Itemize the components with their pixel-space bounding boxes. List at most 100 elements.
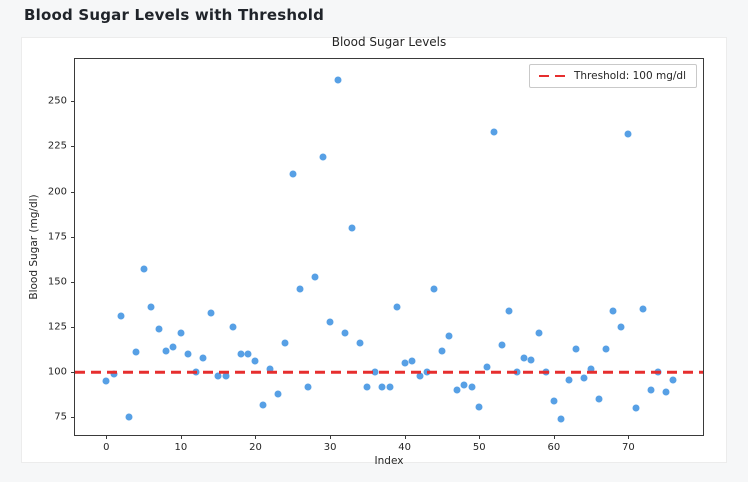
x-tick-label: 0: [103, 442, 110, 453]
data-point: [334, 76, 342, 84]
data-point: [550, 397, 558, 405]
x-tick-label: 10: [174, 442, 188, 453]
x-tick-label: 50: [472, 442, 486, 453]
data-point: [647, 386, 655, 394]
x-tick-mark: [479, 435, 481, 439]
data-point: [237, 350, 245, 358]
y-tick-mark: [71, 236, 75, 238]
y-tick-label: 150: [47, 276, 67, 288]
data-point: [341, 329, 349, 337]
data-point: [356, 339, 364, 347]
data-point: [244, 350, 252, 358]
data-point: [527, 356, 535, 364]
data-point: [311, 273, 319, 281]
data-point: [520, 354, 528, 362]
data-point: [259, 401, 267, 409]
y-tick-mark: [71, 417, 75, 419]
data-point: [169, 343, 177, 351]
x-tick-label: 70: [622, 442, 635, 453]
data-point: [184, 350, 192, 358]
data-point: [386, 383, 394, 391]
data-point: [102, 377, 110, 385]
threshold-dash-icon: [538, 74, 566, 78]
plot-area: Blood Sugar Levels Index Blood Sugar (mg…: [28, 35, 704, 467]
x-tick-mark: [628, 435, 630, 439]
y-tick-mark: [71, 281, 75, 283]
data-point: [498, 341, 506, 349]
data-point: [445, 332, 453, 340]
data-point: [319, 153, 327, 161]
data-point: [132, 348, 140, 356]
x-tick-label: 30: [323, 442, 337, 453]
data-point: [266, 365, 274, 373]
plot-title: Blood Sugar Levels: [331, 35, 447, 49]
x-tick-mark: [255, 435, 257, 439]
data-point: [281, 339, 289, 347]
data-point: [669, 376, 677, 384]
data-point: [229, 323, 237, 331]
data-point: [125, 413, 133, 421]
data-point: [468, 383, 476, 391]
data-point: [609, 307, 617, 315]
data-point: [147, 303, 155, 311]
y-tick-label: 250: [47, 95, 67, 107]
data-point: [214, 372, 222, 380]
data-point: [348, 224, 356, 232]
data-point: [177, 329, 185, 337]
y-tick-mark: [71, 146, 75, 148]
data-point: [460, 381, 468, 389]
data-point: [140, 265, 148, 273]
data-point: [296, 285, 304, 293]
data-point: [483, 363, 491, 371]
x-tick-label: 60: [547, 442, 561, 453]
y-tick-label: 225: [47, 140, 67, 152]
legend-label: Threshold: 100 mg/dl: [573, 70, 686, 82]
data-point: [430, 285, 438, 293]
data-point: [393, 303, 401, 311]
y-tick-mark: [71, 372, 75, 374]
data-point: [438, 347, 446, 355]
threshold-line: [75, 371, 703, 374]
data-point: [199, 354, 207, 362]
data-point: [557, 415, 565, 423]
x-tick-mark: [330, 435, 332, 439]
x-tick-mark: [404, 435, 406, 439]
data-point: [595, 395, 603, 403]
y-tick-label: 175: [47, 231, 67, 243]
data-point: [117, 312, 125, 320]
y-tick-label: 125: [47, 321, 67, 333]
data-point: [505, 307, 513, 315]
x-axis-label: Index: [374, 455, 404, 467]
data-point: [162, 347, 170, 355]
y-tick-label: 200: [47, 186, 67, 198]
data-point: [453, 386, 461, 394]
y-tick-label: 75: [54, 411, 67, 423]
chart-card: Blood Sugar Levels Index Blood Sugar (mg…: [21, 35, 727, 467]
data-point: [416, 372, 424, 380]
x-tick-label: 40: [398, 442, 412, 453]
data-point: [572, 345, 580, 353]
data-point: [274, 390, 282, 398]
x-tick-mark: [106, 435, 108, 439]
x-tick-label: 20: [249, 442, 262, 453]
data-point: [363, 383, 371, 391]
data-point: [475, 403, 483, 411]
x-tick-mark: [553, 435, 555, 439]
data-point: [602, 345, 610, 353]
data-point: [155, 325, 163, 333]
y-tick-mark: [71, 191, 75, 193]
data-point: [624, 130, 632, 138]
data-point: [304, 383, 312, 391]
data-point: [401, 359, 409, 367]
data-point: [535, 329, 543, 337]
data-point: [289, 170, 297, 178]
data-point: [617, 323, 625, 331]
x-tick-mark: [180, 435, 182, 439]
data-point: [408, 357, 416, 365]
page-title: Blood Sugar Levels with Threshold: [24, 6, 325, 24]
data-point: [207, 309, 215, 317]
data-point: [632, 404, 640, 412]
y-tick-mark: [71, 327, 75, 329]
data-point: [326, 318, 334, 326]
